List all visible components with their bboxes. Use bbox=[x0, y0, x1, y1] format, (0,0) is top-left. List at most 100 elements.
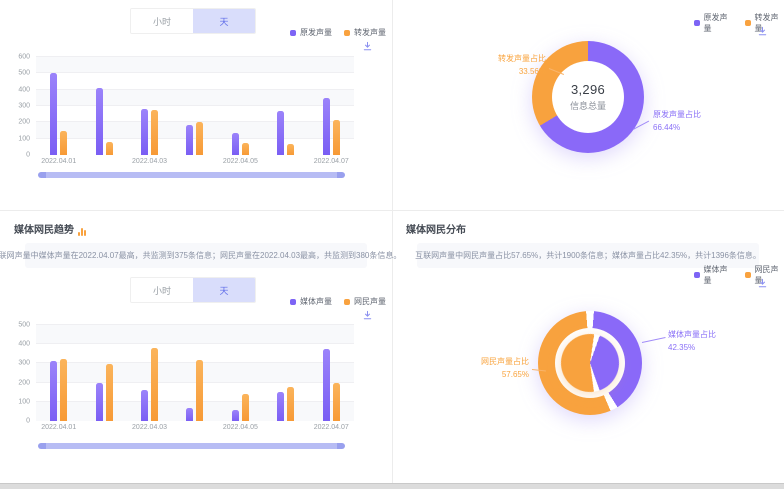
time-granularity-tabs: 小时天 bbox=[130, 277, 256, 303]
total-label: 信息总量 bbox=[569, 101, 606, 111]
legend-label: 转发声量 bbox=[354, 28, 386, 37]
gridline bbox=[36, 343, 354, 345]
tab-天[interactable]: 天 bbox=[193, 278, 255, 302]
gridline bbox=[36, 72, 354, 74]
split-band bbox=[36, 122, 354, 139]
x-axis-label bbox=[81, 424, 126, 431]
bar-媒体声量 bbox=[277, 392, 285, 421]
bar-group-2022.04.05 bbox=[231, 325, 249, 421]
bar-group-2022.04.07 bbox=[322, 325, 340, 421]
bar-网民声量 bbox=[241, 394, 249, 421]
legend-dot bbox=[290, 298, 296, 305]
x-axis-label: 2022.04.03 bbox=[132, 158, 168, 165]
data-zoom-slider[interactable] bbox=[38, 443, 345, 449]
x-axis-label bbox=[172, 424, 217, 431]
bar-原发声量 bbox=[231, 132, 239, 155]
legend-label: 原发声量 bbox=[300, 28, 332, 37]
legend-dot bbox=[694, 272, 700, 278]
bar-group-2022.04.07 bbox=[322, 57, 340, 155]
split-band bbox=[36, 325, 354, 345]
panel-title-media-dist: 媒体网民分布 bbox=[406, 225, 466, 236]
gridline bbox=[36, 400, 354, 402]
x-axis-label: 2022.04.01 bbox=[41, 424, 77, 431]
bar-原发声量 bbox=[141, 109, 149, 155]
horizontal-divider bbox=[0, 210, 784, 211]
legend: 原发声量 转发声量 bbox=[694, 12, 784, 34]
bar-网民声量 bbox=[196, 359, 204, 421]
bar-group-2022.04.04 bbox=[186, 57, 204, 155]
x-axis-label: 2022.04.05 bbox=[222, 424, 258, 431]
x-axis-label: 2022.04.03 bbox=[132, 424, 168, 431]
x-axis-label: 2022.04.07 bbox=[313, 158, 349, 165]
legend-label: 网民声量 bbox=[354, 297, 386, 306]
y-tick-label: 0 bbox=[26, 417, 30, 425]
panel-title-media-trend: 媒体网民趋势 bbox=[14, 221, 86, 236]
bar-group-2022.04.06 bbox=[277, 57, 295, 155]
bar-转发声量 bbox=[241, 142, 249, 155]
nested-pie-chart-media[interactable] bbox=[538, 311, 642, 415]
time-granularity-tabs: 小时天 bbox=[130, 8, 256, 34]
download-icon[interactable] bbox=[362, 310, 373, 321]
bar-媒体声量 bbox=[186, 407, 194, 421]
x-axis-label: 2022.04.05 bbox=[222, 158, 258, 165]
bar-转发声量 bbox=[151, 110, 159, 155]
bar-group-2022.04.03 bbox=[141, 325, 159, 421]
y-tick-label: 100 bbox=[18, 135, 30, 143]
legend: 媒体声量 网民声量 bbox=[290, 296, 386, 307]
y-tick-label: 300 bbox=[18, 359, 30, 367]
summary-text: 互联网声量中媒体声量在2022.04.07最高，共监测到375条信息；网民声量在… bbox=[0, 243, 401, 268]
bar-原发声量 bbox=[95, 88, 103, 155]
gridline bbox=[36, 88, 354, 90]
y-tick-label: 200 bbox=[18, 379, 30, 387]
download-icon[interactable] bbox=[362, 41, 373, 52]
bar-转发声量 bbox=[196, 121, 204, 155]
bar-原发声量 bbox=[322, 97, 330, 155]
bar-转发声量 bbox=[105, 141, 113, 155]
bar-网民声量 bbox=[60, 358, 68, 421]
bar-媒体声量 bbox=[231, 410, 239, 421]
legend-item[interactable]: 转发声量 bbox=[344, 27, 386, 38]
legend-item[interactable]: 网民声量 bbox=[745, 264, 784, 286]
download-icon[interactable] bbox=[757, 26, 768, 37]
y-tick-label: 400 bbox=[18, 86, 30, 94]
legend-item[interactable]: 原发声量 bbox=[694, 12, 733, 34]
donut-center: 3,296 信息总量 bbox=[552, 61, 624, 133]
bar-网民声量 bbox=[151, 348, 159, 421]
legend: 原发声量 转发声量 bbox=[290, 27, 386, 38]
bar-原发声量 bbox=[50, 72, 58, 155]
bar-转发声量 bbox=[287, 143, 295, 155]
x-axis-label bbox=[263, 158, 308, 165]
data-zoom-slider[interactable] bbox=[38, 172, 345, 178]
tab-天[interactable]: 天 bbox=[193, 9, 255, 33]
page-scrollbar[interactable] bbox=[0, 483, 784, 489]
legend-dot bbox=[745, 272, 751, 278]
split-band bbox=[36, 401, 354, 421]
legend-item[interactable]: 媒体声量 bbox=[290, 296, 332, 307]
x-axis-label bbox=[81, 158, 126, 165]
tab-小时[interactable]: 小时 bbox=[131, 278, 193, 302]
legend-dot bbox=[290, 29, 296, 36]
bar-group-2022.04.02 bbox=[95, 57, 113, 155]
gridline bbox=[36, 362, 354, 364]
download-icon[interactable] bbox=[757, 278, 768, 289]
bar-chart-volume-trend: 0 100 200 300 400 500 600 2022.04.01 2022.04.03 2… bbox=[10, 53, 354, 165]
label-connector bbox=[641, 337, 666, 343]
bar-媒体声量 bbox=[50, 360, 58, 421]
donut-chart-volume[interactable]: 3,296 信息总量 bbox=[532, 41, 644, 153]
legend-item[interactable]: 原发声量 bbox=[290, 27, 332, 38]
vertical-divider bbox=[392, 0, 393, 483]
x-axis-label bbox=[263, 424, 308, 431]
bar-group-2022.04.02 bbox=[95, 325, 113, 421]
bar-group-2022.04.06 bbox=[277, 325, 295, 421]
legend-item[interactable]: 网民声量 bbox=[344, 296, 386, 307]
tab-小时[interactable]: 小时 bbox=[131, 9, 193, 33]
legend-item[interactable]: 转发声量 bbox=[745, 12, 784, 34]
gridline bbox=[36, 105, 354, 106]
legend-item[interactable]: 媒体声量 bbox=[694, 264, 733, 286]
gridline bbox=[36, 381, 354, 383]
bar-网民声量 bbox=[287, 387, 295, 421]
legend-dot bbox=[694, 20, 700, 26]
y-tick-label: 600 bbox=[18, 53, 30, 61]
split-band bbox=[36, 89, 354, 106]
